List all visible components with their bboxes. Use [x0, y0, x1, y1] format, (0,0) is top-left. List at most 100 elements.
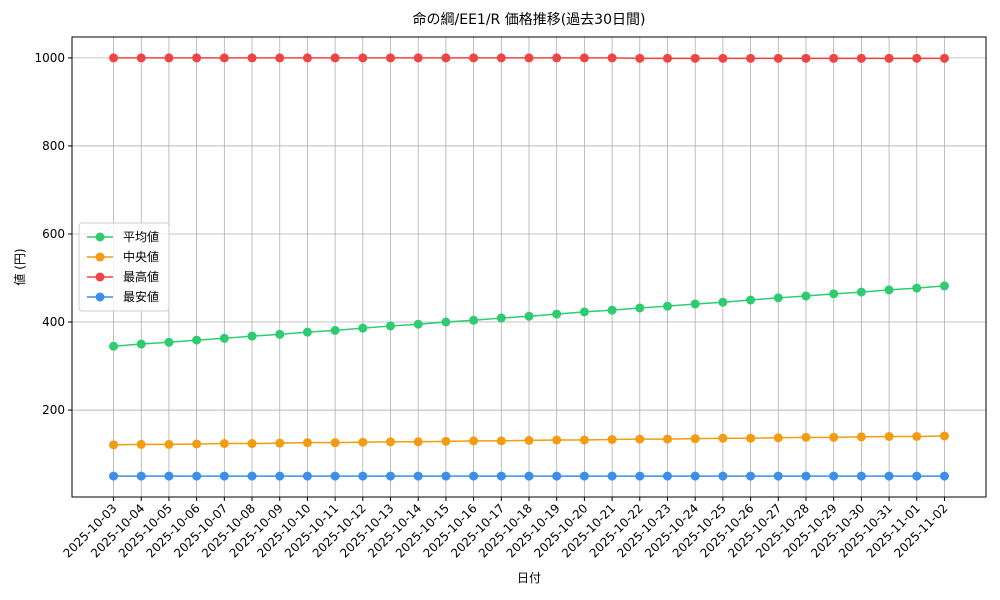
data-point — [690, 299, 700, 309]
data-point — [469, 315, 479, 325]
data-point — [247, 439, 257, 449]
data-point — [552, 435, 562, 445]
data-point — [219, 471, 229, 481]
data-point — [884, 285, 894, 295]
data-point — [884, 471, 894, 481]
data-point — [829, 471, 839, 481]
y-tick-label: 200 — [42, 403, 65, 417]
data-point — [690, 53, 700, 63]
data-point — [358, 323, 368, 333]
data-point — [579, 435, 589, 445]
data-point — [939, 471, 949, 481]
data-point — [746, 433, 756, 443]
data-point — [302, 327, 312, 337]
data-point — [912, 471, 922, 481]
plot-frame — [71, 36, 987, 498]
data-point — [773, 471, 783, 481]
data-point — [275, 471, 285, 481]
data-point — [136, 471, 146, 481]
data-point — [912, 283, 922, 293]
data-point — [662, 471, 672, 481]
data-point — [330, 438, 340, 448]
data-point — [386, 321, 396, 331]
data-point — [358, 53, 368, 63]
x-axis-label: 日付 — [517, 571, 541, 585]
data-point — [939, 53, 949, 63]
legend-label: 平均値 — [123, 229, 159, 244]
data-point — [690, 471, 700, 481]
data-point — [136, 439, 146, 449]
data-point — [829, 289, 839, 299]
data-point — [607, 305, 617, 315]
data-point — [358, 437, 368, 447]
data-point — [801, 291, 811, 301]
data-point — [441, 317, 451, 327]
data-point — [939, 431, 949, 441]
data-point — [302, 471, 312, 481]
data-point — [358, 471, 368, 481]
legend-label: 最高値 — [123, 269, 159, 284]
data-point — [330, 53, 340, 63]
data-point — [109, 440, 119, 450]
data-point — [856, 287, 866, 297]
data-point — [192, 439, 202, 449]
data-point — [718, 297, 728, 307]
data-point — [441, 436, 451, 446]
data-point — [607, 53, 617, 63]
data-point — [164, 471, 174, 481]
data-point — [801, 53, 811, 63]
data-point — [635, 471, 645, 481]
y-axis-label: 値 (円) — [12, 248, 27, 285]
data-point — [136, 339, 146, 349]
data-point — [718, 53, 728, 63]
data-point — [635, 303, 645, 313]
legend-marker — [95, 232, 105, 242]
data-point — [109, 341, 119, 351]
data-point — [413, 471, 423, 481]
y-tick-label: 1000 — [34, 51, 65, 65]
data-point — [469, 436, 479, 446]
legend-marker — [95, 292, 105, 302]
data-point — [136, 53, 146, 63]
data-point — [164, 53, 174, 63]
data-point — [662, 53, 672, 63]
data-point — [579, 471, 589, 481]
data-point — [219, 439, 229, 449]
data-point — [524, 311, 534, 321]
data-point — [469, 53, 479, 63]
data-point — [829, 53, 839, 63]
data-point — [386, 437, 396, 447]
data-point — [662, 301, 672, 311]
data-point — [801, 471, 811, 481]
data-point — [718, 433, 728, 443]
data-point — [247, 331, 257, 341]
data-point — [275, 438, 285, 448]
data-point — [746, 295, 756, 305]
legend-marker — [95, 272, 105, 282]
data-point — [524, 435, 534, 445]
data-point — [413, 319, 423, 329]
legend-label: 最安値 — [123, 289, 159, 304]
data-point — [746, 53, 756, 63]
data-point — [219, 333, 229, 343]
data-point — [635, 53, 645, 63]
data-point — [856, 432, 866, 442]
data-point — [856, 471, 866, 481]
data-point — [247, 471, 257, 481]
legend-marker — [95, 252, 105, 262]
data-point — [441, 471, 451, 481]
data-point — [773, 293, 783, 303]
data-point — [275, 329, 285, 339]
data-point — [690, 434, 700, 444]
data-point — [912, 431, 922, 441]
data-point — [192, 53, 202, 63]
data-point — [275, 53, 285, 63]
legend-box — [78, 222, 170, 312]
data-point — [109, 471, 119, 481]
data-point — [801, 432, 811, 442]
data-point — [441, 53, 451, 63]
data-point — [469, 471, 479, 481]
data-point — [773, 433, 783, 443]
data-point — [496, 53, 506, 63]
data-point — [496, 313, 506, 323]
